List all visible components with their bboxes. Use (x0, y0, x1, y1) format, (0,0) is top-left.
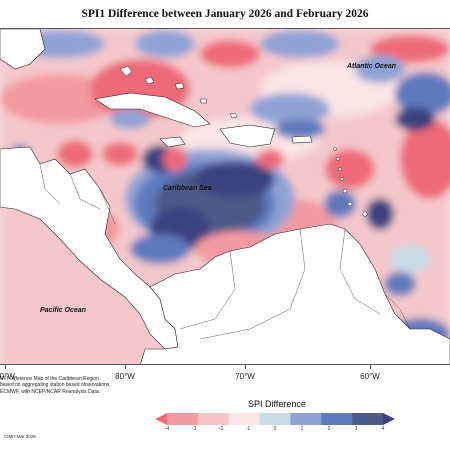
legend-swatch (197, 413, 230, 425)
legend-swatch (383, 413, 395, 425)
legend-tick-label: -3 (191, 426, 197, 432)
legend-tick-label: -2 (218, 426, 224, 432)
legend-colorbar (155, 413, 395, 425)
legend-title: SPI Difference (248, 399, 306, 409)
legend-swatch (228, 413, 260, 425)
legend-tick-label: 1 (300, 426, 304, 432)
legend-swatch (321, 413, 353, 425)
footnote-line: SPI Difference Map of the Caribbean Regi… (0, 376, 99, 382)
south-america (140, 223, 450, 364)
atlantic-ocean-label: Atlantic Ocean (347, 63, 397, 70)
footnote-line: based on aggregating station based obser… (0, 382, 111, 389)
legend-swatch (155, 413, 167, 425)
cuba (94, 92, 211, 128)
lon-label-90w: 90°W (0, 372, 15, 381)
footnote-line: ECMWF, with NCEP/NCAR Reanalysis Data. (0, 388, 101, 395)
lon-label-70w: 70°W (235, 372, 255, 381)
legend-tick-label: 3 (354, 426, 358, 432)
legend-swatch (352, 413, 384, 425)
hispaniola (219, 124, 276, 148)
pacific-ocean-label: Pacific Ocean (40, 307, 86, 314)
footnote-credit: CIMH Mar 2026 (4, 434, 36, 439)
land (0, 29, 450, 364)
borders (39, 163, 411, 340)
lon-tick-90w (5, 365, 6, 369)
lon-tick-80w (125, 365, 126, 369)
lon-tick-70w (245, 365, 246, 369)
lon-tick-60w (370, 365, 371, 369)
legend-tick-label: -4 (164, 426, 170, 432)
legend-tick-label: 2 (327, 426, 331, 432)
jamaica (159, 136, 186, 148)
lon-label-60w: 60°W (360, 372, 380, 381)
legend-tick-label: 4 (381, 426, 385, 432)
puerto-rico (291, 135, 313, 144)
spi-map: Atlantic Ocean Caribbean Sea Pacific Oce… (0, 28, 450, 365)
legend-swatch (167, 413, 199, 425)
lon-label-80w: 80°W (115, 372, 135, 381)
florida (0, 29, 46, 70)
map-footnote: SPI Difference Map of the Caribbean Regi… (0, 376, 120, 395)
map-title: SPI1 Difference between January 2026 and… (81, 8, 369, 20)
small-islands (119, 65, 368, 217)
map-canvas (0, 29, 450, 364)
legend-swatch (259, 413, 291, 425)
legend-tick-label: 0 (273, 426, 277, 432)
caribbean-sea-label: Caribbean Sea (163, 185, 212, 192)
legend-tick-label: -1 (245, 426, 251, 432)
legend-swatch (290, 413, 322, 425)
